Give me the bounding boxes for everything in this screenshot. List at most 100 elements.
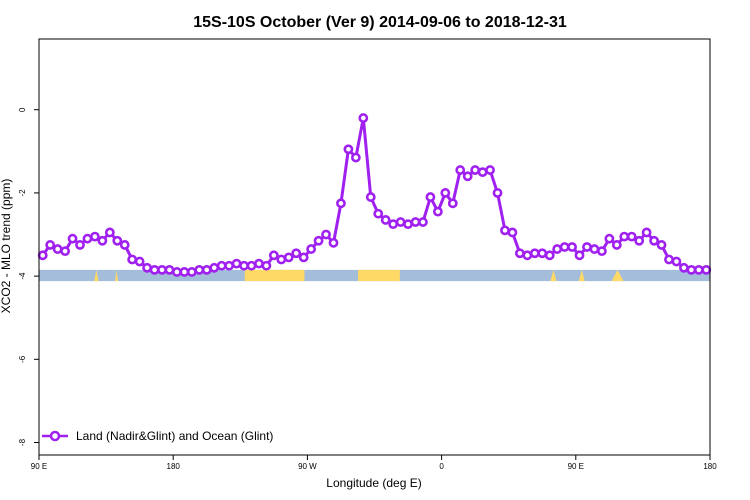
y-tick-label: -2	[18, 189, 27, 197]
data-point	[470, 165, 481, 175]
data-point	[544, 250, 555, 261]
data-point	[380, 215, 391, 225]
data-point	[276, 254, 287, 265]
data-point	[619, 231, 630, 242]
data-point	[418, 217, 428, 227]
data-point	[246, 260, 257, 271]
y-axis-label: XCO2 - MLO trend (ppm)	[0, 179, 13, 314]
data-point	[649, 235, 659, 246]
data-point	[388, 219, 399, 230]
data-point	[75, 240, 85, 250]
data-point	[90, 231, 100, 242]
data-point	[455, 165, 466, 175]
data-point	[529, 248, 540, 259]
data-point	[514, 248, 525, 259]
data-point	[567, 242, 577, 252]
data-point	[194, 264, 205, 275]
data-point	[67, 233, 78, 244]
data-point	[336, 198, 346, 209]
data-point	[313, 235, 324, 246]
y-tick-label: 0	[18, 107, 27, 112]
x-tick-label: 90 W	[298, 462, 317, 471]
data-point	[283, 252, 294, 263]
data-point	[37, 250, 48, 261]
x-tick-label: 180	[703, 462, 717, 471]
data-point	[216, 260, 227, 271]
data-point	[321, 229, 331, 240]
data-point	[328, 237, 339, 248]
data-point	[403, 219, 413, 230]
data-point	[224, 260, 235, 271]
land-band-segment	[244, 269, 305, 282]
data-point	[589, 244, 600, 254]
data-point	[261, 260, 272, 271]
x-tick-label: 90 E	[568, 462, 584, 471]
data-point	[671, 256, 682, 267]
legend-marker	[49, 430, 61, 442]
data-point	[507, 227, 518, 238]
data-point	[52, 244, 63, 254]
data-point	[492, 188, 503, 198]
data-point	[373, 208, 384, 219]
data-point	[157, 264, 167, 275]
data-point	[112, 235, 123, 246]
data-point	[410, 217, 421, 227]
data-point	[164, 264, 175, 275]
data-point	[358, 113, 369, 123]
land-band-spike	[550, 269, 557, 282]
data-point	[477, 167, 488, 178]
data-point	[559, 242, 570, 252]
y-axis: 0 -2 -4 -6 -8	[18, 107, 39, 446]
data-point	[127, 254, 138, 265]
data-point	[104, 227, 115, 238]
data-point	[172, 267, 182, 277]
data-point	[395, 217, 406, 227]
data-point	[686, 264, 697, 275]
data-point	[596, 246, 607, 257]
data-point	[231, 258, 242, 269]
data-point	[179, 267, 190, 277]
data-point	[425, 192, 436, 202]
data-point	[574, 250, 585, 261]
land-band-spike	[94, 269, 99, 282]
y-tick-label: -4	[18, 272, 27, 280]
data-point	[350, 152, 361, 163]
data-point	[97, 235, 108, 246]
series-points	[37, 113, 712, 277]
data-point	[268, 250, 279, 261]
data-point	[239, 260, 249, 271]
data-point	[45, 240, 56, 250]
data-point	[60, 246, 70, 257]
legend-entry-label: Land (Nadir&Glint) and Ocean (Glint)	[76, 429, 273, 443]
land-band-spike	[115, 269, 119, 282]
data-point	[254, 258, 264, 269]
chart-title: 15S-10S October (Ver 9) 2014-09-06 to 20…	[193, 14, 567, 31]
data-point	[298, 252, 309, 263]
data-point	[522, 250, 533, 261]
data-point	[343, 144, 354, 155]
data-point	[679, 262, 689, 273]
data-point	[134, 256, 145, 267]
data-point	[462, 171, 473, 182]
x-tick-label: 180	[167, 462, 181, 471]
data-point	[142, 262, 153, 273]
x-tick-label: 90 E	[31, 462, 47, 471]
data-point	[664, 254, 674, 265]
x-axis-label: Longitude (deg E)	[326, 476, 421, 490]
data-point	[440, 188, 451, 198]
data-point	[186, 267, 197, 277]
data-point	[634, 235, 645, 246]
data-point	[149, 264, 160, 275]
data-point	[432, 206, 443, 217]
surface-type-band	[39, 269, 710, 282]
data-point	[656, 240, 667, 250]
data-point	[582, 242, 592, 252]
data-point	[306, 244, 317, 254]
data-point	[537, 248, 548, 259]
data-point	[641, 227, 652, 238]
data-point	[500, 225, 510, 236]
data-point	[626, 231, 637, 242]
data-point	[552, 244, 563, 254]
y-tick-label: -8	[18, 438, 27, 446]
